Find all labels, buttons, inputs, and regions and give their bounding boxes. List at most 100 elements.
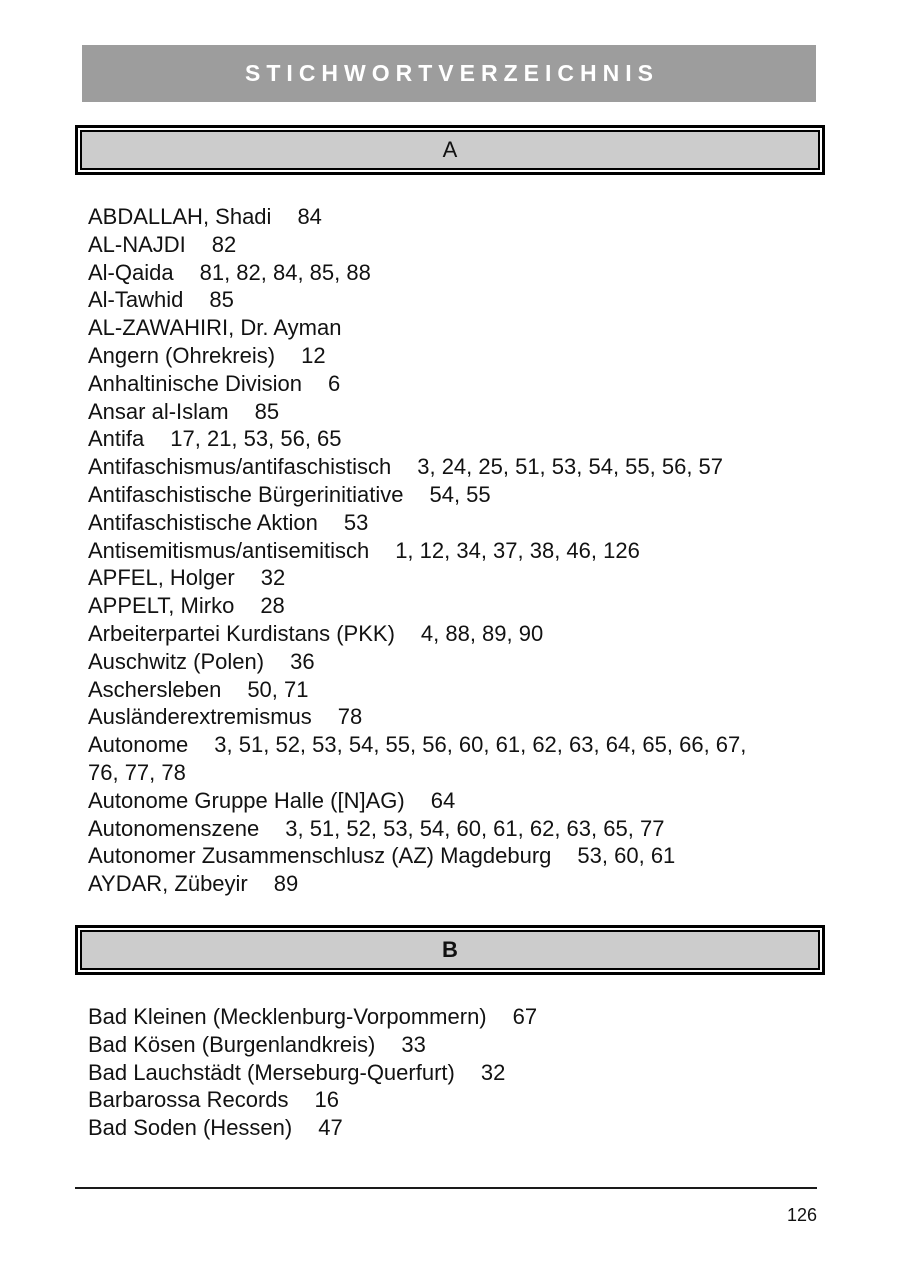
entry-term: Bad Kleinen (Mecklenburg-Vorpommern)	[88, 1003, 487, 1029]
entry-pages: 64	[430, 787, 456, 813]
index-entry: Arbeiterpartei Kurdistans (PKK) 4, 88, 89…	[88, 620, 778, 648]
index-entry: Al-Tawhid 85	[88, 286, 778, 314]
index-entry: Al-Qaida 81, 82, 84, 85, 88	[88, 259, 778, 287]
entry-term: Ansar al-Islam	[88, 398, 229, 424]
entry-term: Aschersleben	[88, 676, 222, 702]
entry-pages: 1, 12, 34, 37, 38, 46, 126	[395, 537, 640, 563]
entry-term: AL-ZAWAHIRI, Dr. Ayman	[88, 315, 342, 341]
entry-term: Ausländerextremismus	[88, 704, 312, 730]
entry-pages: 12	[301, 342, 326, 368]
entry-pages: 28	[260, 593, 285, 619]
section-a-heading-box: A	[75, 125, 825, 175]
index-entry: Antifaschistische Aktion 53	[88, 509, 778, 537]
entry-term: Antifaschistische Aktion	[88, 509, 318, 535]
index-entry: AL-NAJDI 82	[88, 231, 778, 259]
entry-term: APPELT, Mirko	[88, 593, 235, 619]
entry-term: Autonomenszene	[88, 815, 260, 841]
entry-pages: 53, 60, 61	[577, 843, 676, 869]
index-entry: AL-ZAWAHIRI, Dr. Ayman	[88, 314, 778, 342]
page-title: STICHWORTVERZEICHNIS	[245, 60, 659, 86]
index-entry: Bad Lauchstädt (Merseburg-Querfurt) 32	[88, 1059, 778, 1087]
entry-pages: 3, 51, 52, 53, 54, 55, 56, 60, 61, 62, 6…	[88, 732, 747, 785]
entry-term: Angern (Ohrekreis)	[88, 342, 276, 368]
footer-rule	[75, 1186, 817, 1189]
index-entry: Antifaschismus/antifaschistisch 3, 24, 25…	[88, 453, 778, 481]
entry-pages: 32	[260, 565, 286, 591]
entry-pages: 32	[480, 1059, 506, 1085]
entry-term: Antifa	[88, 426, 145, 452]
entry-term: APFEL, Holger	[88, 565, 235, 591]
entry-pages: 81, 82, 84, 85, 88	[199, 259, 371, 285]
section-b-letter: B	[442, 936, 458, 962]
entry-term: Antifaschistische Bürgerinitiative	[88, 481, 404, 507]
entry-term: Antisemitismus/antisemitisch	[88, 537, 370, 563]
entry-pages: 36	[290, 648, 315, 674]
index-entry: Antisemitismus/antisemitisch 1, 12, 34, 3…	[88, 537, 778, 565]
entry-pages: 33	[401, 1031, 426, 1057]
entry-term: Bad Kösen (Burgenlandkreis)	[88, 1031, 376, 1057]
section-a: A ABDALLAH, Shadi 84 AL-NAJDI 82 Al-Qaida 81,…	[0, 125, 900, 898]
entry-pages: 4, 88, 89, 90	[420, 620, 544, 646]
entry-pages: 3, 51, 52, 53, 54, 60, 61, 62, 63, 65, 7…	[285, 815, 665, 841]
section-b-entries: Bad Kleinen (Mecklenburg-Vorpommern) 67 Ba…	[88, 1003, 778, 1142]
entry-pages: 17, 21, 53, 56, 65	[170, 426, 342, 452]
section-a-heading-inner: A	[80, 130, 820, 170]
index-entry: Antifa 17, 21, 53, 56, 65	[88, 425, 778, 453]
entry-pages: 85	[209, 287, 234, 313]
entry-term: Bad Soden (Hessen)	[88, 1115, 293, 1141]
index-entry: Aschersleben 50, 71	[88, 676, 778, 704]
index-entry: Ansar al-Islam 85	[88, 398, 778, 426]
entry-pages: 85	[254, 398, 280, 424]
index-entry: Autonome Gruppe Halle ([N]AG) 64	[88, 787, 778, 815]
entry-pages: 84	[297, 204, 322, 229]
entry-pages: 47	[318, 1115, 343, 1141]
index-entry: Bad Kleinen (Mecklenburg-Vorpommern) 67	[88, 1003, 778, 1031]
index-entry: Auschwitz (Polen) 36	[88, 648, 778, 676]
entry-pages: 78	[337, 704, 363, 730]
entry-term: Anhaltinische Division	[88, 370, 302, 396]
entry-term: Arbeiterpartei Kurdistans (PKK)	[88, 620, 395, 646]
entry-term: AYDAR, Zübeyir	[88, 871, 248, 897]
entry-term: Al-Tawhid	[88, 287, 184, 313]
index-entry: Anhaltinische Division 6	[88, 370, 778, 398]
index-entry: ABDALLAH, Shadi 84	[88, 203, 778, 231]
index-entry: Bad Soden (Hessen) 47	[88, 1114, 778, 1142]
index-entry: Angern (Ohrekreis) 12	[88, 342, 778, 370]
index-entry: Autonomenszene 3, 51, 52, 53, 54, 60, 61,…	[88, 815, 778, 843]
entry-pages: 53	[343, 509, 369, 535]
index-entry: Antifaschistische Bürgerinitiative 54, 55	[88, 481, 778, 509]
entry-term: ABDALLAH, Shadi	[88, 204, 272, 229]
index-entry: Autonome 3, 51, 52, 53, 54, 55, 56, 60, 6…	[88, 731, 778, 787]
entry-term: AL-NAJDI	[88, 231, 186, 257]
entry-pages: 16	[314, 1087, 340, 1113]
entry-pages: 89	[273, 871, 299, 897]
page-number: 126	[786, 1204, 817, 1225]
entry-term: Al-Qaida	[88, 259, 174, 285]
index-entry: Ausländerextremismus 78	[88, 703, 778, 731]
section-b-heading-inner: B	[80, 929, 820, 970]
section-b-heading-box: B	[75, 924, 825, 975]
section-a-letter: A	[442, 137, 458, 162]
index-entry: APFEL, Holger 32	[88, 564, 778, 592]
page-header-banner: STICHWORTVERZEICHNIS	[82, 45, 816, 102]
entry-term: Autonomer Zusammenschlusz (AZ) Magdeburg	[88, 843, 552, 869]
index-entry: APPELT, Mirko 28	[88, 592, 778, 620]
entry-term: Bad Lauchstädt (Merseburg-Querfurt)	[88, 1059, 455, 1085]
index-entry: AYDAR, Zübeyir 89	[88, 870, 778, 898]
entry-pages: 6	[328, 370, 341, 396]
entry-term: Auschwitz (Polen)	[88, 648, 265, 674]
section-a-entries: ABDALLAH, Shadi 84 AL-NAJDI 82 Al-Qaida 81, 8…	[88, 203, 778, 898]
index-entry: Autonomer Zusammenschlusz (AZ) Magdeburg…	[88, 842, 778, 870]
entry-term: Autonome Gruppe Halle ([N]AG)	[88, 787, 405, 813]
section-b: B Bad Kleinen (Mecklenburg-Vorpommern) 67…	[0, 924, 900, 1142]
entry-pages: 54, 55	[429, 481, 491, 507]
entry-pages: 82	[211, 231, 237, 257]
index-entry: Barbarossa Records 16	[88, 1086, 778, 1114]
entry-pages: 50, 71	[247, 676, 309, 702]
entry-term: Barbarossa Records	[88, 1087, 289, 1113]
entry-pages: 3, 24, 25, 51, 53, 54, 55, 56, 57	[417, 454, 724, 480]
entry-term: Autonome	[88, 732, 189, 758]
index-entry: Bad Kösen (Burgenlandkreis) 33	[88, 1031, 778, 1059]
entry-pages: 67	[512, 1003, 538, 1029]
